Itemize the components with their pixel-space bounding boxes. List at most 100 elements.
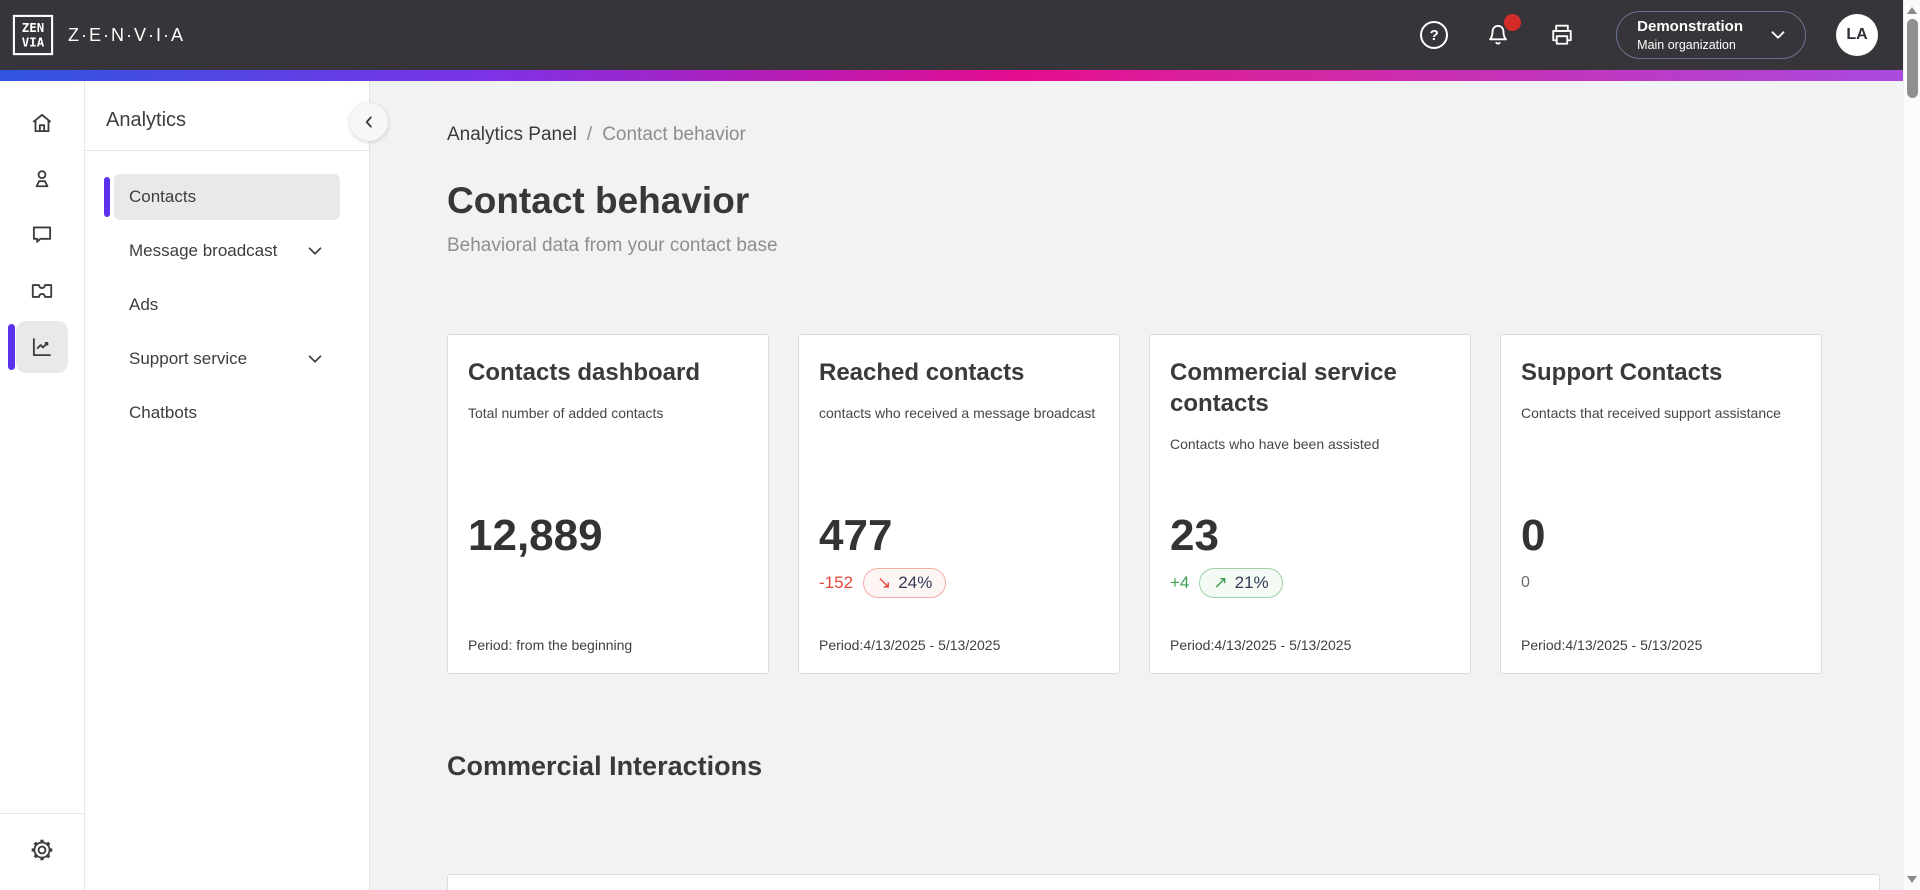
breadcrumb-separator: / bbox=[586, 124, 593, 145]
trend-percentage: 24% bbox=[898, 573, 933, 592]
trend-up-arrow-icon: ↗ bbox=[1213, 573, 1228, 592]
page-scrollbar[interactable] bbox=[1903, 0, 1920, 890]
card-period: Period: from the beginning bbox=[468, 637, 633, 653]
rail-bottom-section bbox=[0, 813, 84, 890]
printer-button[interactable] bbox=[1548, 21, 1576, 49]
scrollbar-thumb[interactable] bbox=[1906, 19, 1918, 98]
card-value: 23 bbox=[1170, 511, 1219, 560]
analytics-panel: Analytics Contacts Message broadcast Ads bbox=[85, 81, 388, 890]
delta-value: -152 bbox=[819, 573, 854, 592]
menu-item-support-service[interactable]: Support service bbox=[114, 336, 340, 382]
breadcrumb-parent-link[interactable]: Analytics Panel bbox=[447, 124, 577, 145]
help-button[interactable]: ? bbox=[1420, 21, 1449, 49]
card-support-contacts: Support Contacts Contacts that received … bbox=[1500, 334, 1822, 674]
card-commercial-service-contacts: Commercial service contacts Contacts who… bbox=[1149, 334, 1471, 674]
panel-menu: Contacts Message broadcast Ads Support s… bbox=[85, 174, 369, 436]
card-value: 477 bbox=[819, 511, 893, 560]
logo-mark-bottom: VIA bbox=[22, 34, 45, 49]
menu-item-label: Chatbots bbox=[129, 403, 198, 422]
card-value: 0 bbox=[1521, 511, 1546, 560]
contacts-icon bbox=[35, 170, 49, 188]
zenvia-logo-mark-icon: ZEN VIA bbox=[12, 14, 54, 56]
bell-icon bbox=[1489, 24, 1508, 45]
help-icon: ? bbox=[1420, 21, 1449, 49]
card-contacts-dashboard: Contacts dashboard Total number of added… bbox=[447, 334, 769, 674]
header-actions: ? Demonstration Main organ bbox=[1420, 11, 1878, 59]
menu-item-label: Support service bbox=[129, 349, 248, 368]
ticket-icon bbox=[31, 284, 53, 298]
rail-item-contacts[interactable] bbox=[16, 153, 68, 205]
commercial-interactions-card bbox=[447, 874, 1880, 890]
card-head: Commercial service contacts Contacts who… bbox=[1170, 357, 1450, 490]
card-period: Period:4/13/2025 - 5/13/2025 bbox=[1521, 637, 1703, 653]
breadcrumb: Analytics Panel / Contact behavior bbox=[447, 124, 1920, 146]
menu-item-message-broadcast[interactable]: Message broadcast bbox=[114, 228, 340, 274]
card-description: contacts who received a message broadcas… bbox=[819, 405, 1096, 421]
organization-name: Demonstration bbox=[1637, 18, 1743, 36]
menu-item-ads[interactable]: Ads bbox=[114, 282, 340, 328]
rail-item-analytics[interactable] bbox=[8, 321, 68, 373]
menu-item-label: Contacts bbox=[129, 187, 197, 206]
menu-item-contacts[interactable]: Contacts bbox=[104, 174, 340, 220]
notification-badge bbox=[1504, 14, 1522, 31]
delta-value: 0 bbox=[1521, 574, 1530, 591]
brand-wordmark: Z·E·N·V·I·A bbox=[68, 24, 185, 45]
body-layout: Analytics Contacts Message broadcast Ads bbox=[0, 81, 1920, 890]
trend-badge: ↗ 21% bbox=[1199, 568, 1283, 598]
card-title: Contacts dashboard bbox=[468, 359, 701, 386]
analytics-chart-icon bbox=[32, 338, 51, 357]
collapse-panel-button[interactable] bbox=[350, 103, 388, 141]
panel-title: Analytics bbox=[106, 109, 187, 131]
card-delta-row bbox=[468, 567, 748, 599]
card-head: Support Contacts Contacts that received … bbox=[1521, 357, 1801, 490]
logo-mark-top: ZEN bbox=[22, 20, 44, 35]
gear-icon bbox=[31, 839, 53, 861]
chevron-left-icon bbox=[365, 116, 372, 128]
rail-item-tickets[interactable] bbox=[16, 265, 68, 317]
active-menu-indicator bbox=[104, 177, 110, 217]
organization-sub-label: Main organization bbox=[1637, 37, 1736, 52]
panel-divider bbox=[85, 150, 369, 151]
menu-item-label: Ads bbox=[129, 295, 159, 314]
brand-logo[interactable]: ZEN VIA Z·E·N·V·I·A bbox=[12, 14, 185, 56]
rail-item-conversations[interactable] bbox=[16, 209, 68, 261]
menu-item-chatbots[interactable]: Chatbots bbox=[114, 390, 340, 436]
card-title: Support Contacts bbox=[1521, 359, 1723, 386]
delta-value: +4 bbox=[1170, 573, 1190, 592]
card-period: Period:4/13/2025 - 5/13/2025 bbox=[1170, 637, 1352, 653]
avatar[interactable]: LA bbox=[1836, 14, 1878, 56]
kpi-cards-row: Contacts dashboard Total number of added… bbox=[447, 334, 1920, 674]
scrollbar-up-arrow[interactable] bbox=[1907, 7, 1917, 14]
card-title: Reached contacts bbox=[819, 359, 1025, 386]
card-head: Reached contacts contacts who received a… bbox=[819, 357, 1099, 490]
card-reached-contacts: Reached contacts contacts who received a… bbox=[798, 334, 1120, 674]
notifications-button[interactable] bbox=[1484, 14, 1522, 49]
rail-item-home[interactable] bbox=[16, 97, 68, 149]
card-period: Period:4/13/2025 - 5/13/2025 bbox=[819, 637, 1001, 653]
card-title: Commercial service contacts bbox=[1170, 359, 1397, 417]
brand-gradient-bar bbox=[0, 70, 1920, 81]
organization-selector-labels: Demonstration Main organization bbox=[1637, 17, 1743, 53]
card-description: Contacts who have been assisted bbox=[1170, 436, 1380, 452]
page-title: Contact behavior bbox=[447, 180, 750, 221]
active-rail-indicator bbox=[8, 324, 15, 370]
rail-item-settings[interactable] bbox=[16, 824, 68, 876]
chevron-down-icon bbox=[308, 247, 322, 255]
main-content: Analytics Panel / Contact behavior Conta… bbox=[370, 81, 1920, 890]
menu-item-label: Message broadcast bbox=[129, 241, 278, 260]
card-description: Contacts that received support assistanc… bbox=[1521, 405, 1781, 421]
printer-icon bbox=[1552, 24, 1572, 45]
card-delta-row: 0 bbox=[1521, 567, 1801, 599]
scrollbar-down-arrow[interactable] bbox=[1907, 876, 1917, 883]
chevron-down-icon bbox=[308, 355, 322, 363]
trend-badge: ↘ 24% bbox=[863, 568, 947, 598]
top-header: ZEN VIA Z·E·N·V·I·A ? bbox=[0, 0, 1920, 70]
section-title-commercial-interactions: Commercial Interactions bbox=[447, 751, 763, 781]
icon-rail bbox=[0, 81, 85, 890]
organization-selector[interactable]: Demonstration Main organization bbox=[1616, 11, 1806, 59]
card-description: Total number of added contacts bbox=[468, 405, 664, 421]
conversations-icon bbox=[32, 226, 52, 243]
home-icon bbox=[32, 113, 52, 133]
breadcrumb-current: Contact behavior bbox=[602, 124, 746, 145]
